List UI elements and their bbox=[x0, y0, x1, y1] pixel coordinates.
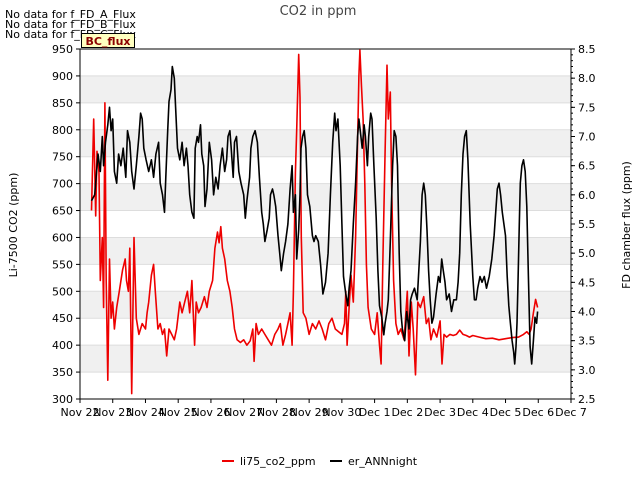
x-tick-label: Nov 28 bbox=[257, 406, 296, 419]
left-tick-label: 950 bbox=[52, 43, 73, 56]
x-tick-label: Nov 22 bbox=[61, 406, 100, 419]
x-tick-label: Nov 29 bbox=[290, 406, 329, 419]
grid-band bbox=[80, 237, 571, 265]
left-tick-label: 700 bbox=[52, 178, 73, 191]
left-tick-label: 650 bbox=[52, 205, 73, 218]
right-tick-label: 5.0 bbox=[578, 247, 596, 260]
x-tick-label: Nov 30 bbox=[322, 406, 361, 419]
x-tick-label: Dec 3 bbox=[424, 406, 456, 419]
right-tick-label: 6.0 bbox=[578, 189, 596, 202]
bc-flux-badge: BC_flux bbox=[81, 33, 135, 48]
legend-entry: li75_co2_ppm bbox=[240, 455, 316, 468]
x-tick-label: Dec 2 bbox=[391, 406, 423, 419]
x-tick-label: Nov 24 bbox=[126, 406, 165, 419]
x-tick-label: Dec 6 bbox=[522, 406, 554, 419]
x-tick-label: Dec 1 bbox=[359, 406, 391, 419]
right-tick-label: 6.5 bbox=[578, 160, 596, 173]
left-y-axis: 300 350 400 450 500 550 600 650 700 750 800 850 900 9… bbox=[52, 43, 80, 406]
y-axis-label: Li-7500 CO2 (ppm) bbox=[7, 173, 20, 278]
grid-band bbox=[80, 291, 571, 319]
x-tick-label: Nov 26 bbox=[191, 406, 230, 419]
left-tick-label: 900 bbox=[52, 70, 73, 83]
right-y-axis: 2.5 3.0 3.5 4.0 4.5 5.0 5.5 6.0 6.5 7.0 7.5 8.0 8.5 bbox=[571, 43, 596, 406]
left-tick-label: 600 bbox=[52, 231, 73, 244]
left-tick-label: 550 bbox=[52, 258, 73, 271]
series-line-er-annnight bbox=[90, 65, 539, 365]
right-tick-label: 7.5 bbox=[578, 101, 596, 114]
no-data-message-a: No data for f_FD_A_Flux bbox=[5, 8, 136, 21]
series-layer bbox=[90, 49, 539, 395]
x-tick-label: Dec 5 bbox=[490, 406, 522, 419]
left-tick-label: 450 bbox=[52, 312, 73, 325]
legend-entry: er_ANNnight bbox=[348, 455, 418, 468]
right-tick-label: 7.0 bbox=[578, 131, 596, 144]
plot-background-bands bbox=[80, 75, 571, 373]
left-tick-label: 500 bbox=[52, 285, 73, 298]
grid-band bbox=[80, 345, 571, 373]
right-tick-label: 8.5 bbox=[578, 43, 596, 56]
no-data-message-c: No data for f_FD_C_Flux bbox=[5, 28, 137, 41]
left-tick-label: 800 bbox=[52, 124, 73, 137]
grid-band bbox=[80, 129, 571, 157]
x-tick-label: Nov 27 bbox=[224, 406, 263, 419]
right-tick-label: 2.5 bbox=[578, 393, 596, 406]
left-tick-label: 400 bbox=[52, 339, 73, 352]
no-data-message-b: No data for f_FD_B_Flux bbox=[5, 18, 136, 31]
x-tick-label: Dec 7 bbox=[555, 406, 587, 419]
series-line-li75-co2-ppm bbox=[90, 49, 539, 395]
left-tick-label: 300 bbox=[52, 393, 73, 406]
left-tick-label: 750 bbox=[52, 151, 73, 164]
chart-title: CO2 in ppm bbox=[280, 4, 357, 19]
left-tick-label: 350 bbox=[52, 366, 73, 379]
right-tick-label: 3.5 bbox=[578, 335, 596, 348]
right-tick-label: 3.0 bbox=[578, 364, 596, 377]
right-tick-label: 8.0 bbox=[578, 72, 596, 85]
x-tick-label: Nov 25 bbox=[159, 406, 198, 419]
legend: li75_co2_ppm er_ANNnight bbox=[222, 455, 418, 468]
x-tick-label: Dec 4 bbox=[457, 406, 489, 419]
right-tick-label: 4.5 bbox=[578, 276, 596, 289]
y2-axis-label: FD chamber flux (ppm) bbox=[620, 161, 633, 289]
right-tick-label: 4.0 bbox=[578, 306, 596, 319]
right-tick-label: 5.5 bbox=[578, 218, 596, 231]
grid-band bbox=[80, 75, 571, 103]
x-tick-label: Nov 23 bbox=[93, 406, 132, 419]
left-tick-label: 850 bbox=[52, 97, 73, 110]
